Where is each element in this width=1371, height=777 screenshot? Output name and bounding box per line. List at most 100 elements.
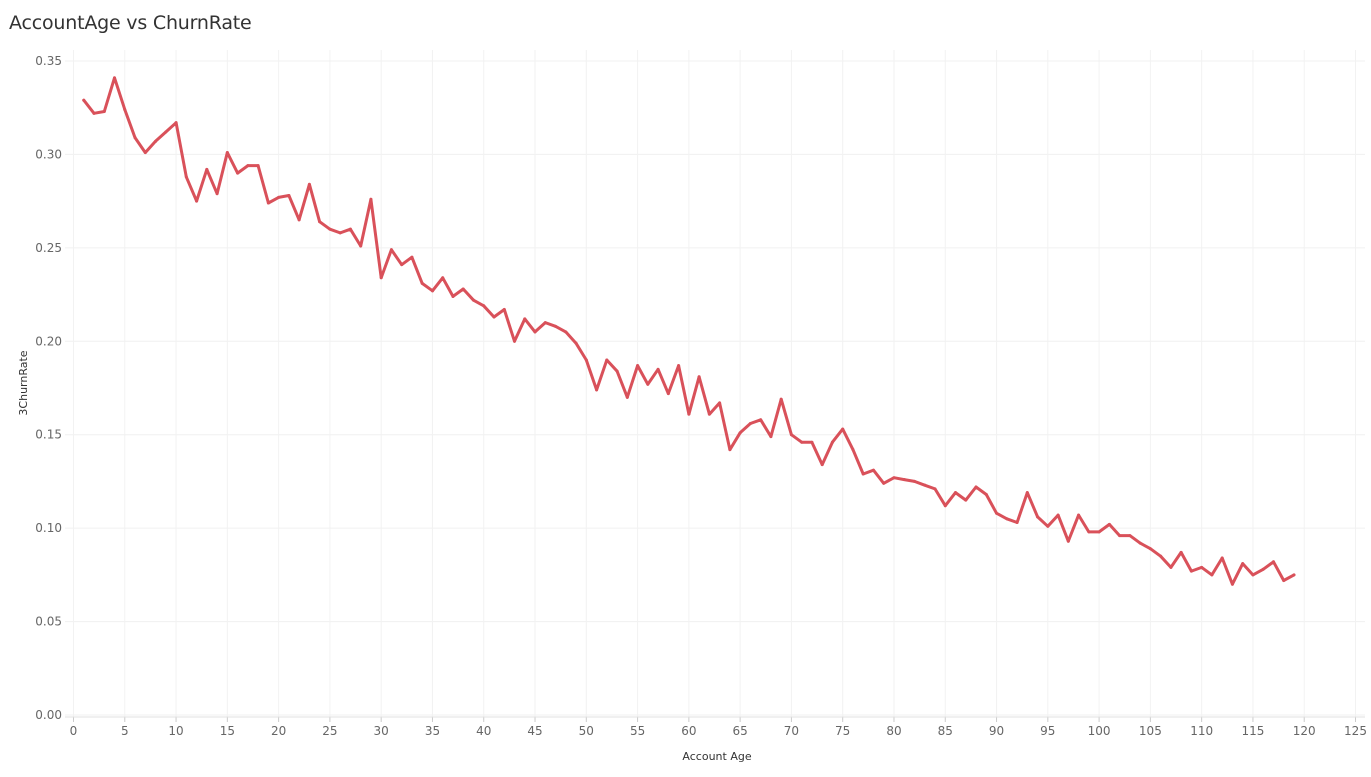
data-point[interactable] <box>502 308 506 312</box>
data-point[interactable] <box>492 315 496 319</box>
data-point[interactable] <box>277 195 281 199</box>
data-point[interactable] <box>1128 534 1132 538</box>
data-point[interactable] <box>646 382 650 386</box>
data-point[interactable] <box>225 151 229 155</box>
data-point[interactable] <box>1210 573 1214 577</box>
data-point[interactable] <box>1159 554 1163 558</box>
data-point[interactable] <box>359 244 363 248</box>
data-point[interactable] <box>748 422 752 426</box>
data-point[interactable] <box>543 321 547 325</box>
data-point[interactable] <box>113 76 117 80</box>
data-point[interactable] <box>800 440 804 444</box>
data-point[interactable] <box>1189 569 1193 573</box>
data-point[interactable] <box>636 364 640 368</box>
data-point[interactable] <box>707 412 711 416</box>
data-point[interactable] <box>892 476 896 480</box>
data-point[interactable] <box>615 369 619 373</box>
data-point[interactable] <box>164 130 168 134</box>
data-point[interactable] <box>1056 513 1060 517</box>
data-point[interactable] <box>533 330 537 334</box>
data-point[interactable] <box>348 227 352 231</box>
data-point[interactable] <box>666 392 670 396</box>
data-point[interactable] <box>133 136 137 140</box>
data-point[interactable] <box>810 440 814 444</box>
data-point[interactable] <box>123 108 127 112</box>
data-point[interactable] <box>1261 567 1265 571</box>
data-point[interactable] <box>769 435 773 439</box>
data-point[interactable] <box>1107 522 1111 526</box>
data-point[interactable] <box>871 468 875 472</box>
data-point[interactable] <box>1036 515 1040 519</box>
data-point[interactable] <box>482 304 486 308</box>
data-point[interactable] <box>554 324 558 328</box>
data-point[interactable] <box>1251 573 1255 577</box>
data-point[interactable] <box>564 330 568 334</box>
data-point[interactable] <box>902 478 906 482</box>
data-point[interactable] <box>1169 565 1173 569</box>
data-point[interactable] <box>687 412 691 416</box>
data-point[interactable] <box>379 276 383 280</box>
data-point[interactable] <box>1077 513 1081 517</box>
data-point[interactable] <box>461 287 465 291</box>
data-point[interactable] <box>287 194 291 198</box>
data-point[interactable] <box>451 294 455 298</box>
data-point[interactable] <box>328 227 332 231</box>
data-point[interactable] <box>430 289 434 293</box>
data-point[interactable] <box>513 339 517 343</box>
data-point[interactable] <box>605 358 609 362</box>
data-point[interactable] <box>625 395 629 399</box>
data-point[interactable] <box>1230 582 1234 586</box>
data-point[interactable] <box>1118 534 1122 538</box>
data-point[interactable] <box>1148 547 1152 551</box>
data-point[interactable] <box>1220 556 1224 560</box>
data-point[interactable] <box>728 448 732 452</box>
data-point[interactable] <box>779 397 783 401</box>
data-point[interactable] <box>697 375 701 379</box>
data-point[interactable] <box>595 388 599 392</box>
data-point[interactable] <box>933 487 937 491</box>
data-point[interactable] <box>1271 560 1275 564</box>
data-point[interactable] <box>184 175 188 179</box>
data-point[interactable] <box>1282 578 1286 582</box>
data-point[interactable] <box>420 281 424 285</box>
data-point[interactable] <box>718 401 722 405</box>
data-point[interactable] <box>830 440 834 444</box>
data-point[interactable] <box>851 448 855 452</box>
data-point[interactable] <box>759 418 763 422</box>
data-point[interactable] <box>318 220 322 224</box>
data-point[interactable] <box>143 151 147 155</box>
data-point[interactable] <box>236 171 240 175</box>
data-point[interactable] <box>195 199 199 203</box>
data-point[interactable] <box>1241 562 1245 566</box>
data-point[interactable] <box>1292 573 1296 577</box>
data-point[interactable] <box>1179 550 1183 554</box>
data-point[interactable] <box>400 263 404 267</box>
data-point[interactable] <box>820 463 824 467</box>
data-point[interactable] <box>1046 524 1050 528</box>
data-point[interactable] <box>656 367 660 371</box>
data-point[interactable] <box>369 197 373 201</box>
data-point[interactable] <box>174 121 178 125</box>
data-point[interactable] <box>92 111 96 115</box>
data-point[interactable] <box>410 255 414 259</box>
data-point[interactable] <box>584 358 588 362</box>
data-point[interactable] <box>954 491 958 495</box>
data-point[interactable] <box>789 433 793 437</box>
data-point[interactable] <box>943 504 947 508</box>
data-point[interactable] <box>389 248 393 252</box>
data-point[interactable] <box>882 481 886 485</box>
data-point[interactable] <box>471 298 475 302</box>
data-point[interactable] <box>1087 530 1091 534</box>
data-point[interactable] <box>738 431 742 435</box>
data-point[interactable] <box>205 167 209 171</box>
data-point[interactable] <box>1138 541 1142 545</box>
data-point[interactable] <box>861 472 865 476</box>
data-point[interactable] <box>154 139 158 143</box>
data-point[interactable] <box>1005 517 1009 521</box>
data-point[interactable] <box>1025 491 1029 495</box>
data-point[interactable] <box>307 182 311 186</box>
data-point[interactable] <box>841 427 845 431</box>
data-point[interactable] <box>266 201 270 205</box>
data-point[interactable] <box>246 164 250 168</box>
data-point[interactable] <box>995 511 999 515</box>
